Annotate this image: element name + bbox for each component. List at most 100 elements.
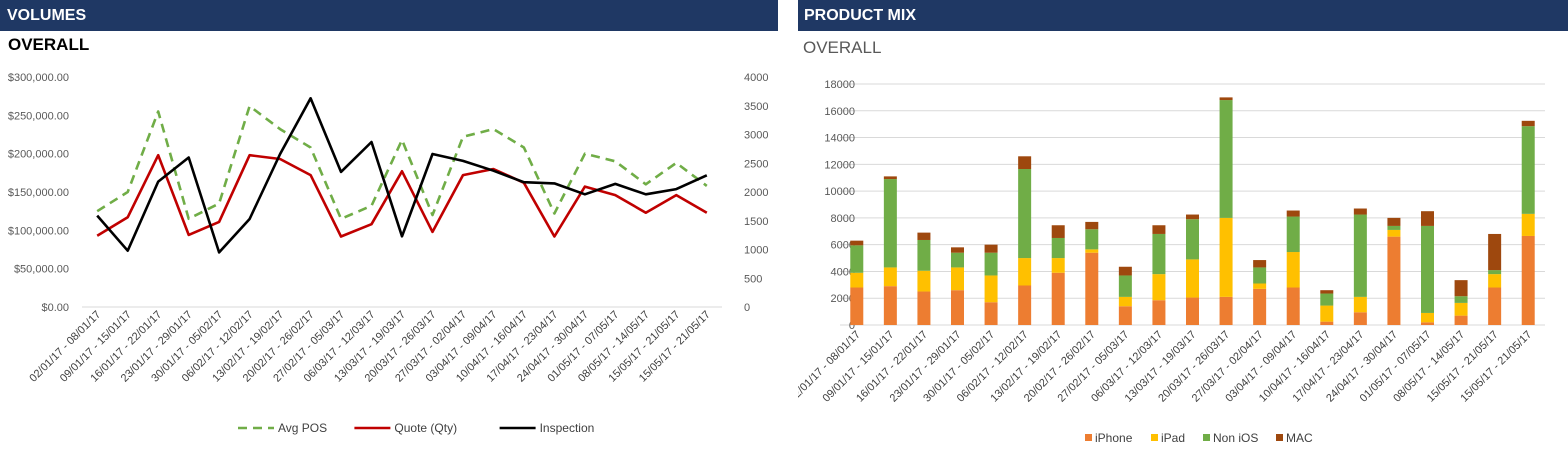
product-mix-banner: PRODUCT MIX [798,0,1568,31]
bar-segment-mac [1286,210,1300,217]
series-line-avg-pos [96,104,708,221]
y-left-tick-label: $150,000.00 [8,187,69,199]
y-tick-label: 6000 [831,240,855,252]
y-right-tick-label: 0 [744,302,750,314]
legend-swatch-ipad [1151,434,1158,441]
y-right-tick-label: 3000 [744,130,768,142]
bar-segment-iphone [1286,287,1300,325]
bar-segment-non-ios [1152,233,1166,275]
bar-segment-non-ios [1118,275,1132,297]
bar-segment-mac [951,247,964,253]
bar-segment-mac [883,176,897,180]
bar-segment-ipad [1320,305,1334,322]
y-right-tick-label: 2000 [744,187,768,199]
series-line-quote-qty [96,153,708,238]
bar-segment-mac [1152,225,1166,234]
bar-segment-ipad [1018,258,1032,286]
product-mix-subtitle: OVERALL [803,38,882,57]
bar-segment-ipad [1521,213,1535,236]
bar-segment-mac [850,240,864,246]
y-right-tick-label: 4000 [744,72,768,84]
bar-segment-mac [984,244,998,253]
bar-segment-ipad [1353,296,1367,313]
bar-segment-mac [1320,290,1334,294]
bar-segment-ipad [1421,312,1434,323]
volumes-panel: VOLUMES OVERALL $0.00 $50,000.00 $100,000.… [0,0,778,460]
bar-segment-mac [1521,120,1535,127]
y-right-tick-label: 2500 [744,158,768,170]
bar-segment-iphone [1219,296,1233,325]
legend-label-quote-qty: Quote (Qty) [394,421,457,435]
bar-segment-iphone [1118,306,1132,325]
bar-segment-non-ios [917,239,931,271]
bar-segment-ipad [1219,217,1233,297]
bar-segment-ipad [883,267,897,287]
y-left-tick-label: $0.00 [41,302,69,314]
bar-segment-iphone [883,286,897,325]
y-tick-label: 0 [849,320,855,332]
bar-segment-mac [917,232,931,240]
y-right-tick-label: 3500 [744,101,768,113]
bar-segment-ipad [984,275,998,303]
bar-segment-non-ios [984,252,998,276]
y-tick-label: 4000 [831,266,855,278]
bar-segment-ipad [1152,274,1166,301]
bar-segment-non-ios [1387,225,1401,230]
legend-swatch-mac [1276,434,1283,441]
volumes-subtitle: OVERALL [8,35,90,54]
bar-segment-iphone [1488,287,1502,325]
bar-segment-iphone [1353,312,1367,325]
bar-segment-non-ios [1219,100,1233,218]
y-tick-label: 10000 [824,186,855,198]
bar-segment-iphone [984,302,998,325]
bar-segment-iphone [850,287,864,325]
bar-segment-mac [1387,217,1401,226]
bar-segment-mac [1051,225,1065,238]
legend-swatch-non-ios [1203,434,1210,441]
volumes-line-chart: $0.00 $50,000.00 $100,000.00 $150,000.00 $20… [8,72,769,435]
legend-label-inspection: Inspection [540,421,595,435]
bar-segment-ipad [1085,249,1099,253]
bar-segment-iphone [1253,288,1267,325]
bar-segment-non-ios [1186,219,1199,260]
product-mix-bar-chart: 0 2000 4000 6000 8000 10000 12000 14000 16000 180… [798,79,1545,445]
bar-segment-iphone [917,291,931,325]
bar-segment-mac [1353,208,1367,215]
bar-segment-ipad [1488,274,1502,288]
y-left-tick-label: $250,000.00 [8,110,69,122]
legend-label-ipad: iPad [1161,431,1185,445]
bar-segment-mac [1253,260,1267,268]
bar-segment-ipad [1286,252,1300,288]
bar-segment-ipad [1253,283,1267,289]
y-tick-label: 16000 [824,106,855,118]
bar-segment-iphone [1320,321,1334,325]
bar-segment-mac [1454,280,1468,297]
y-right-tick-label: 500 [744,273,762,285]
product-mix-panel: PRODUCT MIX OVERALL 0 2000 4000 6000 8000 100… [798,0,1568,460]
y-tick-label: 8000 [831,213,855,225]
bar-segment-non-ios [850,245,864,273]
bar-segment-ipad [1454,302,1468,316]
bar-segment-non-ios [1051,237,1065,259]
bar-segment-non-ios [1454,296,1468,303]
bar-segment-non-ios [1320,293,1334,306]
bar-segment-ipad [850,272,864,288]
legend-label-mac: MAC [1286,431,1313,445]
bar-segment-iphone [1051,272,1065,325]
bar-segment-mac [1118,266,1132,276]
bar-segment-mac [1219,97,1233,101]
bar-segment-ipad [1186,259,1199,298]
bar-segment-mac [1085,221,1099,230]
y-tick-label: 14000 [824,133,855,145]
bar-segment-ipad [1387,229,1401,237]
bar-segment-non-ios [1353,214,1367,297]
y-left-tick-label: $100,000.00 [8,225,69,237]
y-left-tick-label: $300,000.00 [8,72,69,84]
bar-segment-non-ios [1488,270,1502,275]
bar-segment-iphone [951,290,964,325]
bar-segment-iphone [1186,297,1199,325]
legend-swatch-iphone [1085,434,1092,441]
bar-segment-non-ios [1521,126,1535,214]
volumes-banner: VOLUMES [0,0,778,31]
bar-segment-non-ios [1286,216,1300,253]
